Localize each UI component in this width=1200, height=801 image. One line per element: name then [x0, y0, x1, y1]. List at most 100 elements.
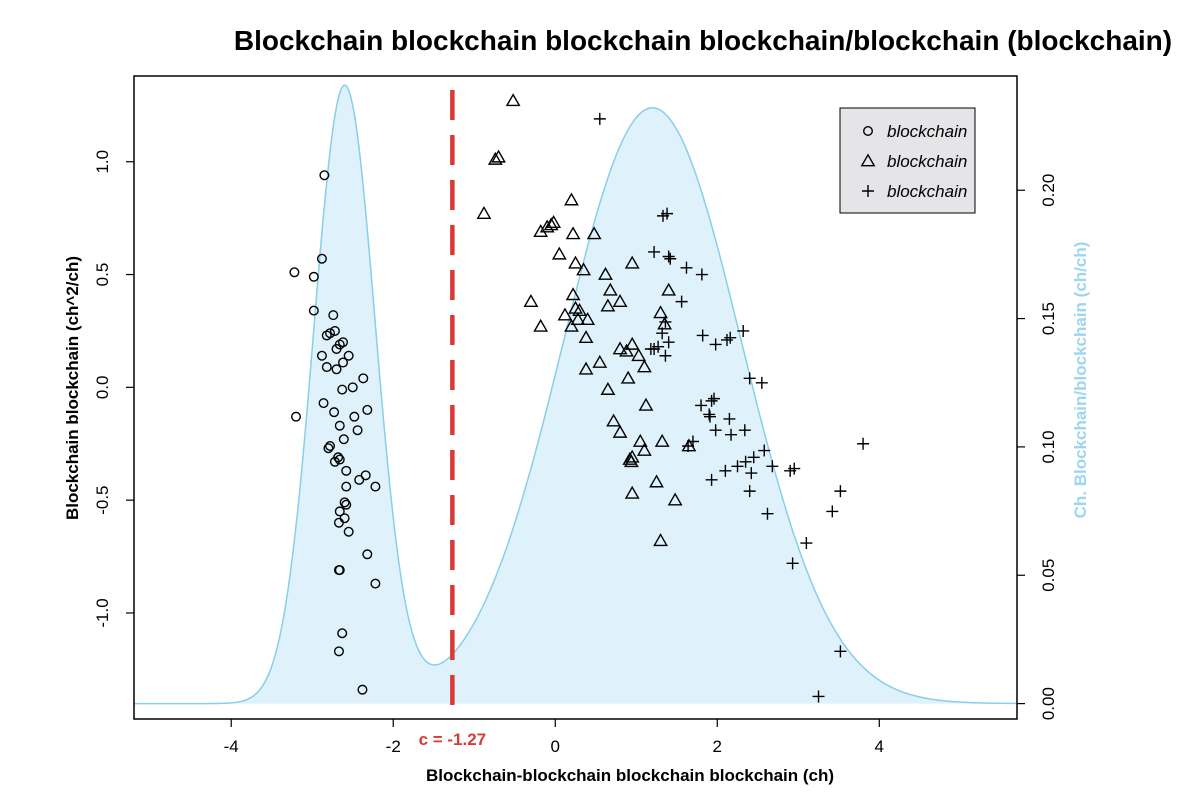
- plus-point: [784, 464, 797, 477]
- triangle-point: [570, 312, 586, 326]
- circle-point: [289, 267, 300, 278]
- circle-point: [291, 411, 302, 422]
- plus-point: [719, 464, 732, 477]
- triangle-point: [624, 449, 640, 463]
- plus-point: [738, 424, 751, 437]
- triangle-point: [580, 312, 596, 326]
- circle-point: [319, 170, 330, 181]
- plus-point: [745, 467, 758, 480]
- triangle-point: [619, 343, 634, 357]
- circle-point: [333, 517, 344, 528]
- circle-point: [338, 357, 349, 368]
- triangle-point: [491, 149, 506, 163]
- circle-point: [362, 404, 373, 415]
- triangle-point: [624, 485, 640, 499]
- triangle-point: [606, 413, 621, 427]
- circle-point: [370, 481, 381, 492]
- triangle-point: [598, 266, 613, 280]
- plus-point: [743, 485, 756, 498]
- x-tick-label: -2: [386, 737, 401, 756]
- plus-point: [739, 455, 752, 468]
- circle-point: [341, 481, 352, 492]
- plus-point: [737, 324, 750, 337]
- triangle-point: [653, 533, 668, 547]
- plus-point: [682, 440, 695, 453]
- circle-point: [329, 407, 340, 418]
- plus-point: [724, 331, 737, 344]
- circle-point: [308, 271, 319, 282]
- triangle-point: [649, 474, 664, 488]
- circle-point: [341, 465, 352, 476]
- legend-circle-icon: [863, 125, 874, 136]
- triangle-point: [632, 433, 648, 447]
- triangle-point: [612, 341, 628, 355]
- legend-label: blockchain: [887, 122, 967, 141]
- triangle-point: [533, 318, 549, 332]
- plus-point: [723, 412, 736, 425]
- circle-point: [318, 398, 329, 409]
- triangle-point: [631, 348, 647, 362]
- triangle-point: [620, 370, 636, 384]
- circle-point: [362, 549, 373, 560]
- triangle-point: [624, 336, 640, 350]
- circle-point: [308, 305, 319, 316]
- y-tick-label: -0.5: [93, 486, 112, 515]
- plot-frame: [133, 75, 1018, 720]
- triangle-point: [487, 151, 503, 165]
- plus-point: [659, 315, 672, 328]
- triangle-point: [612, 294, 628, 307]
- triangle-point: [586, 226, 602, 240]
- circle-point: [328, 310, 339, 321]
- circle-point: [323, 443, 334, 454]
- circle-point: [339, 497, 350, 508]
- legend-box: [839, 107, 976, 214]
- plus-point: [662, 336, 675, 349]
- x-tick-label: 4: [875, 737, 884, 756]
- circle-point: [337, 384, 348, 395]
- plus-point: [743, 372, 756, 385]
- y2-tick-label: 0.10: [1039, 430, 1058, 463]
- circle-point: [337, 628, 348, 639]
- circle-point: [329, 456, 340, 467]
- triangle-point: [533, 224, 549, 238]
- circle-point: [360, 470, 371, 481]
- legend-plus-icon: [862, 185, 874, 197]
- circle-point: [370, 578, 381, 589]
- circle-point: [333, 565, 344, 576]
- circle-point: [347, 382, 358, 393]
- legend-label: blockchain: [887, 152, 967, 171]
- triangle-point: [623, 454, 639, 468]
- triangle-point: [638, 397, 654, 411]
- triangle-point: [568, 300, 583, 314]
- plus-point: [644, 342, 657, 355]
- plus-point: [800, 537, 813, 550]
- circle-point: [343, 350, 354, 361]
- circle-point: [338, 434, 349, 445]
- triangle-point: [578, 330, 594, 344]
- triangle-point: [654, 433, 670, 447]
- plus-point: [662, 250, 675, 263]
- circle-point: [354, 474, 365, 485]
- circle-point: [341, 499, 352, 510]
- circle-point: [331, 364, 342, 375]
- triangle-point: [539, 219, 555, 233]
- plus-point: [659, 349, 672, 362]
- plus-point: [680, 261, 693, 274]
- circle-point: [316, 253, 327, 264]
- y2-tick-label: 0.05: [1039, 559, 1058, 592]
- plus-point: [834, 485, 847, 498]
- triangle-point: [661, 282, 677, 296]
- triangle-point: [600, 298, 616, 312]
- triangle-point: [476, 206, 492, 219]
- plus-point: [705, 394, 718, 407]
- plus-point: [720, 333, 733, 346]
- plus-point: [695, 268, 708, 281]
- plus-point: [786, 557, 799, 570]
- circle-point: [321, 330, 332, 341]
- plus-point: [705, 473, 718, 486]
- triangle-point: [636, 359, 652, 373]
- plus-point: [656, 327, 669, 340]
- plus-point: [731, 460, 744, 473]
- circle-point: [329, 325, 340, 336]
- legend-triangle-icon: [860, 153, 876, 167]
